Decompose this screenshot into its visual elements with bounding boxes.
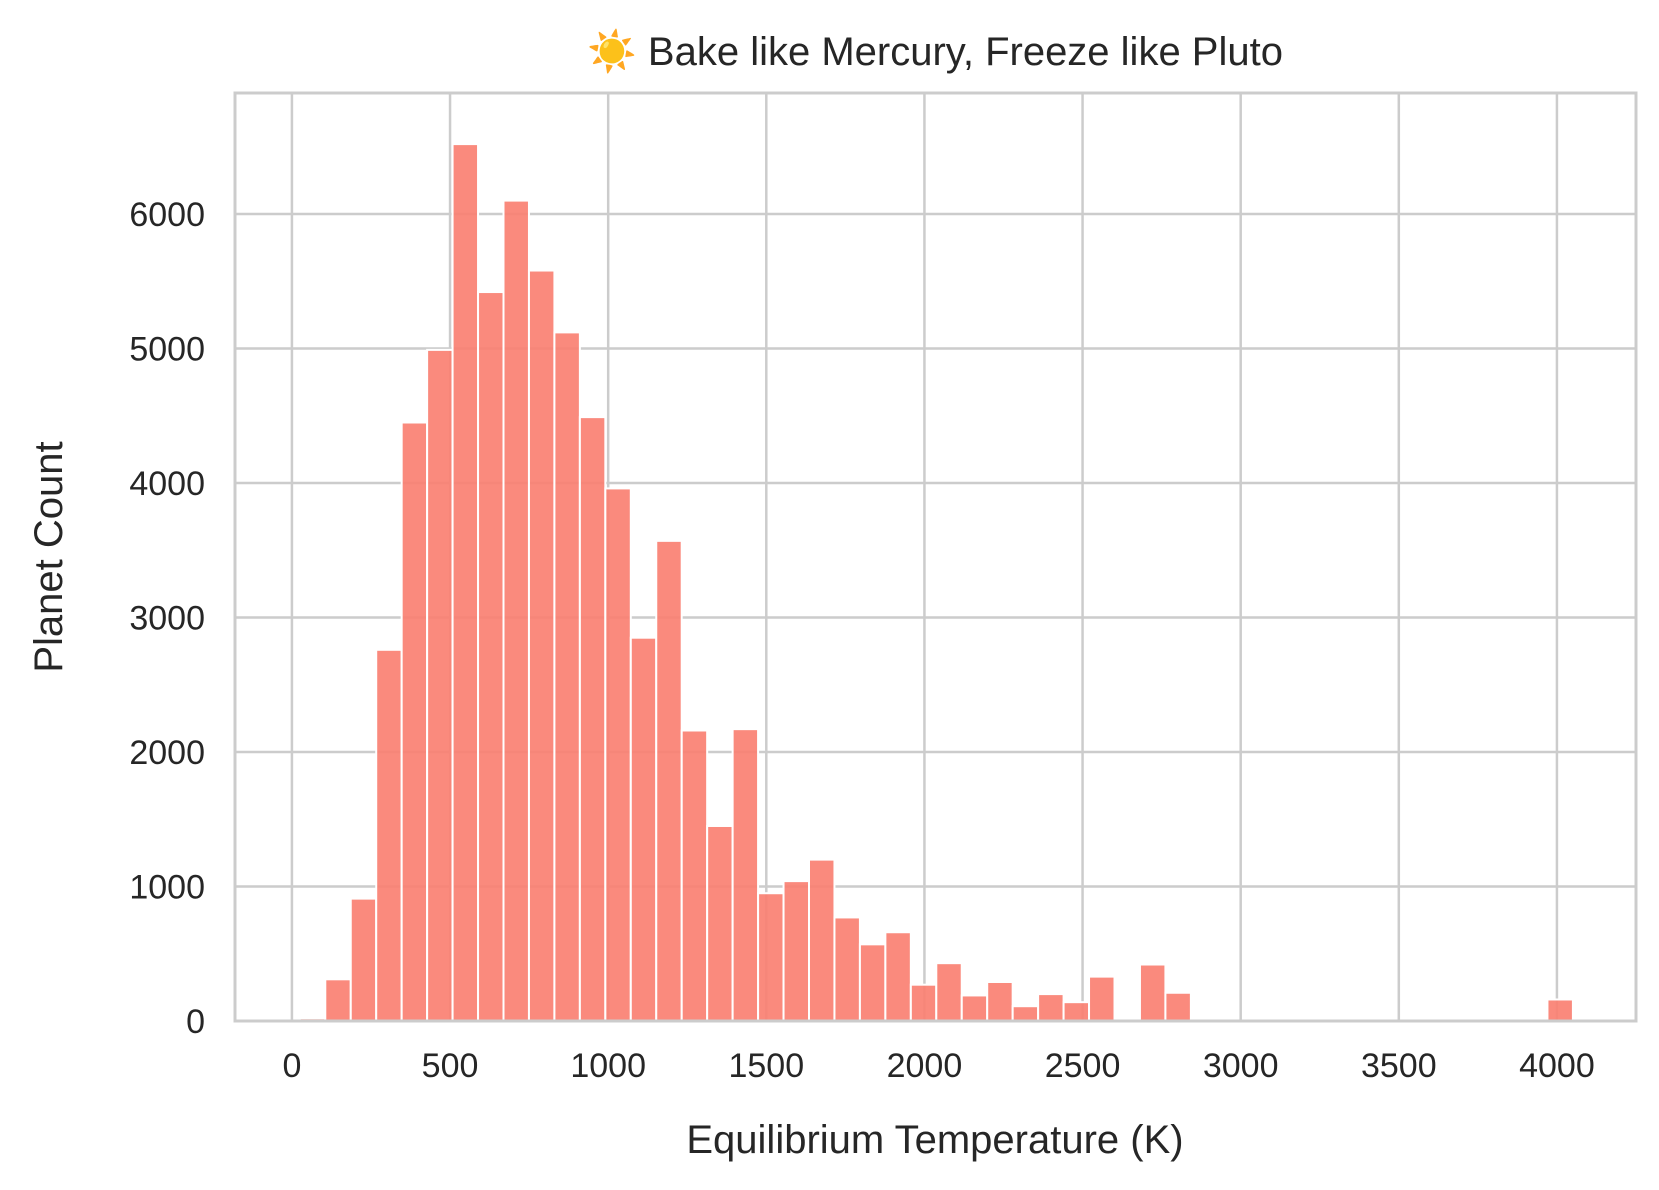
x-tick-label: 2000 (887, 1047, 963, 1085)
histogram-bar (706, 824, 734, 1023)
y-tick-label: 2000 (129, 734, 205, 772)
histogram-bar (451, 143, 480, 1022)
histogram-bar (1062, 1001, 1091, 1023)
histogram-bar (1037, 993, 1065, 1022)
histogram-bar (578, 416, 607, 1022)
histogram-bar (1138, 963, 1167, 1023)
histogram-bar (553, 331, 581, 1022)
histogram-bar (324, 978, 352, 1023)
histogram-bar (527, 269, 556, 1022)
bars (298, 143, 1574, 1023)
histogram-bar (833, 916, 861, 1022)
x-tick-label: 500 (422, 1047, 479, 1085)
histogram-bar (1011, 1005, 1040, 1023)
y-axis-label: Planet Count (27, 441, 71, 672)
histogram-bar (629, 636, 658, 1023)
x-axis-label: Equilibrium Temperature (K) (686, 1118, 1183, 1162)
histogram-bar (400, 421, 429, 1022)
histogram-bar (935, 962, 963, 1022)
histogram-bar (731, 728, 760, 1022)
histogram-bar (884, 931, 912, 1023)
histogram-bar (909, 983, 938, 1022)
histogram-bar (375, 648, 403, 1022)
x-tick-label: 1500 (728, 1047, 804, 1085)
plot-frame (233, 91, 1638, 1023)
histogram-bar (782, 880, 810, 1023)
histogram-bar (807, 858, 836, 1023)
y-tick-label: 4000 (129, 465, 205, 503)
x-tick-label: 3000 (1203, 1047, 1279, 1085)
histogram-bar (349, 897, 378, 1022)
y-tick-label: 5000 (129, 331, 205, 369)
y-tick-label: 3000 (129, 600, 205, 638)
y-tick-label: 6000 (129, 196, 205, 234)
y-tick-label: 0 (186, 1003, 205, 1041)
histogram-bar (502, 199, 530, 1023)
histogram-bar (680, 729, 709, 1022)
histogram-bar (1546, 998, 1574, 1022)
x-tick-label: 4000 (1519, 1047, 1595, 1085)
histogram-bar (960, 994, 989, 1022)
histogram-bar (604, 487, 632, 1022)
histogram-bar (1164, 991, 1192, 1023)
histogram-bar (477, 291, 505, 1023)
x-tick-label: 0 (282, 1047, 301, 1085)
x-tick-label: 3500 (1361, 1047, 1437, 1085)
y-tick-label: 1000 (129, 869, 205, 907)
tick-labels: 0 500 1000 1500 2000 2500 3000 3500 4000 0 1000 200… (129, 196, 1594, 1085)
x-tick-label: 1000 (570, 1047, 646, 1085)
histogram-bar (655, 539, 683, 1022)
histogram-bar (757, 892, 785, 1022)
chart-title: ☀️ Bake like Mercury, Freeze like Pluto (587, 27, 1283, 75)
histogram-bar (426, 348, 454, 1022)
histogram-bar (858, 943, 887, 1022)
histogram-bar (1088, 975, 1116, 1022)
histogram-bar (986, 980, 1014, 1023)
x-tick-label: 2500 (1045, 1047, 1121, 1085)
